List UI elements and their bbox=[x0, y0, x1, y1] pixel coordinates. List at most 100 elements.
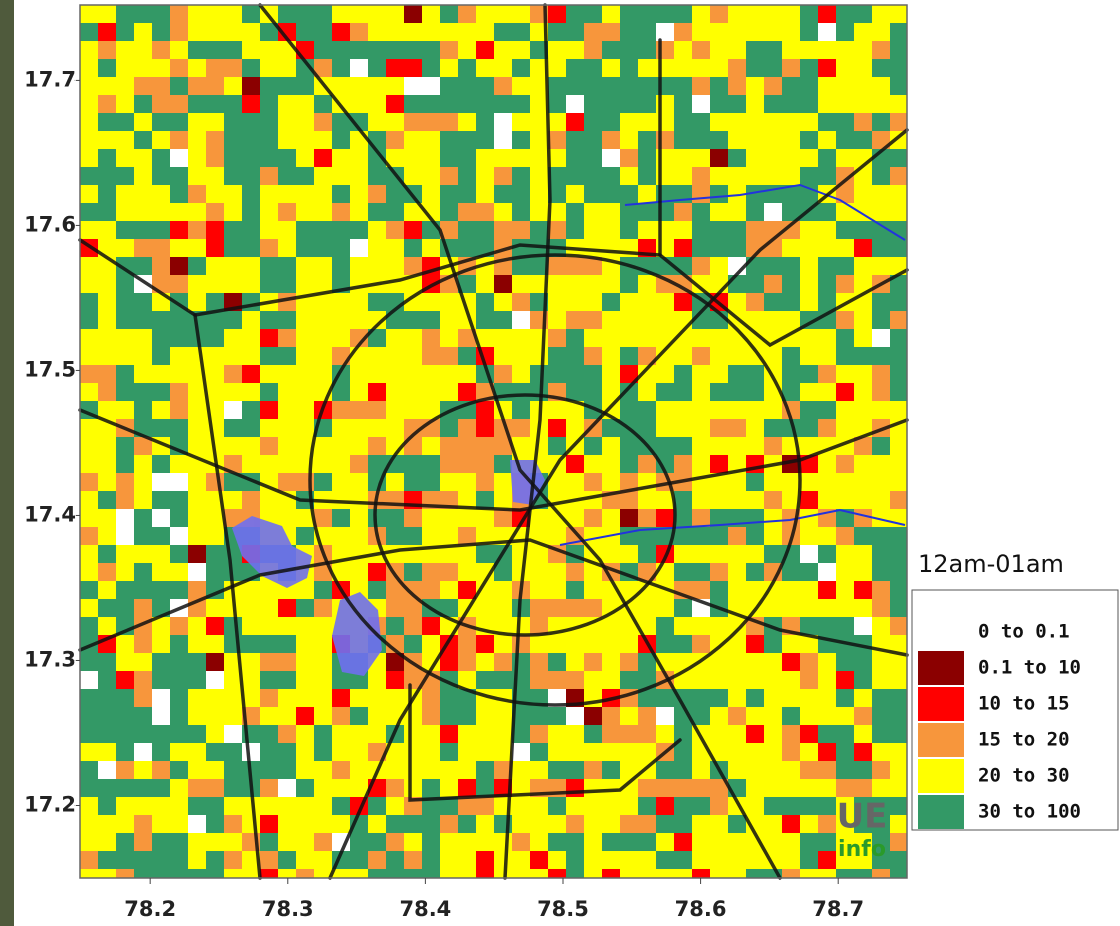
map-cell bbox=[242, 221, 260, 239]
map-cell bbox=[296, 689, 314, 707]
map-cell bbox=[494, 653, 512, 671]
map-cell bbox=[206, 347, 224, 365]
map-cell bbox=[854, 689, 872, 707]
map-cell bbox=[278, 635, 296, 653]
map-cell bbox=[566, 509, 584, 527]
map-cell bbox=[638, 329, 656, 347]
map-cell bbox=[188, 95, 206, 113]
map-cell bbox=[782, 365, 800, 383]
map-cell bbox=[566, 311, 584, 329]
map-cell bbox=[296, 779, 314, 797]
map-cell bbox=[278, 797, 296, 815]
map-cell bbox=[134, 59, 152, 77]
map-cell bbox=[890, 5, 907, 23]
map-cell bbox=[602, 779, 620, 797]
map-cell bbox=[890, 203, 907, 221]
map-cell bbox=[872, 473, 890, 491]
map-cell bbox=[656, 383, 674, 401]
map-cell bbox=[548, 509, 566, 527]
map-cell bbox=[422, 833, 440, 851]
map-cell bbox=[890, 95, 907, 113]
map-cell bbox=[692, 221, 710, 239]
map-cell bbox=[890, 77, 907, 95]
map-cell bbox=[386, 221, 404, 239]
map-cell bbox=[494, 473, 512, 491]
map-cell bbox=[584, 131, 602, 149]
y-tick-bg bbox=[14, 212, 76, 239]
map-cell bbox=[134, 5, 152, 23]
map-cell bbox=[548, 761, 566, 779]
map-cell bbox=[368, 581, 386, 599]
map-cell bbox=[476, 437, 494, 455]
map-cell bbox=[548, 167, 566, 185]
inner-ring bbox=[373, 393, 677, 637]
map-cell bbox=[80, 221, 98, 239]
map-cell bbox=[476, 113, 494, 131]
map-cell bbox=[728, 419, 746, 437]
map-cell bbox=[674, 239, 692, 257]
map-cell bbox=[332, 725, 350, 743]
map-cell bbox=[242, 869, 260, 878]
map-cell bbox=[404, 761, 422, 779]
map-cell bbox=[584, 815, 602, 833]
map-cell bbox=[530, 41, 548, 59]
map-cell bbox=[890, 113, 907, 131]
map-cell bbox=[80, 383, 98, 401]
map-cell bbox=[134, 581, 152, 599]
map-cell bbox=[134, 563, 152, 581]
map-cell bbox=[764, 509, 782, 527]
map-cell bbox=[782, 257, 800, 275]
map-cell bbox=[242, 167, 260, 185]
map-cell bbox=[620, 869, 638, 878]
map-cell bbox=[224, 113, 242, 131]
map-cell bbox=[602, 293, 620, 311]
map-cell bbox=[242, 149, 260, 167]
map-cell bbox=[818, 131, 836, 149]
map-cell bbox=[818, 293, 836, 311]
legend-label: 15 to 20 bbox=[978, 729, 1070, 751]
map-cell bbox=[530, 185, 548, 203]
map-cell bbox=[746, 653, 764, 671]
map-cell bbox=[728, 707, 746, 725]
map-cell bbox=[98, 563, 116, 581]
map-cell bbox=[890, 41, 907, 59]
map-cell bbox=[872, 491, 890, 509]
map-cell bbox=[710, 185, 728, 203]
map-cell bbox=[170, 527, 188, 545]
satellite-strip bbox=[0, 0, 14, 926]
map-cell bbox=[134, 167, 152, 185]
map-cell bbox=[134, 329, 152, 347]
map-cell bbox=[368, 563, 386, 581]
map-cell bbox=[638, 131, 656, 149]
map-cell bbox=[386, 581, 404, 599]
map-cell bbox=[296, 581, 314, 599]
map-cell bbox=[350, 59, 368, 77]
map-cell bbox=[818, 383, 836, 401]
map-cell bbox=[458, 113, 476, 131]
map-cell bbox=[80, 365, 98, 383]
map-cell bbox=[872, 707, 890, 725]
map-cell bbox=[296, 59, 314, 77]
map-cell bbox=[332, 509, 350, 527]
map-cell bbox=[728, 239, 746, 257]
map-cell bbox=[512, 869, 530, 878]
map-cell bbox=[728, 131, 746, 149]
map-cell bbox=[836, 167, 854, 185]
map-cell bbox=[278, 851, 296, 869]
map-cell bbox=[458, 545, 476, 563]
map-cell bbox=[854, 59, 872, 77]
map-cell bbox=[152, 329, 170, 347]
map-cell bbox=[692, 707, 710, 725]
map-cell bbox=[638, 689, 656, 707]
map-cell bbox=[782, 275, 800, 293]
map-cell bbox=[728, 149, 746, 167]
map-cell bbox=[458, 761, 476, 779]
map-cell bbox=[224, 779, 242, 797]
map-cell bbox=[314, 257, 332, 275]
map-cell bbox=[890, 437, 907, 455]
map-cell bbox=[512, 365, 530, 383]
map-cell bbox=[854, 185, 872, 203]
map-cell bbox=[404, 329, 422, 347]
map-cell bbox=[224, 257, 242, 275]
map-cell bbox=[332, 869, 350, 878]
